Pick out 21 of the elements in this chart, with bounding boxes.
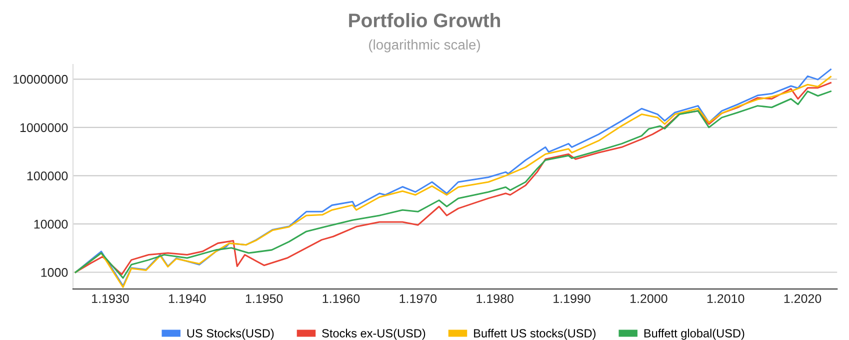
x-tick-label: 1.1940 xyxy=(168,294,206,304)
x-tick-label: 1.1980 xyxy=(476,294,514,304)
legend-label: Buffett global(USD) xyxy=(644,328,744,340)
y-tick-label: 10000 xyxy=(34,220,68,229)
legend-label: Stocks ex-US(USD) xyxy=(322,328,426,340)
y-tick-label: 100000 xyxy=(27,171,68,180)
y-tick-label: 10000000 xyxy=(13,74,68,84)
x-tick-label: 1.1960 xyxy=(322,294,360,304)
x-tick-label: 1.1950 xyxy=(246,294,283,304)
x-tick-label: 1.1990 xyxy=(554,294,590,304)
legend-label: US Stocks(USD) xyxy=(187,328,274,340)
legend-label: Buffett US stocks(USD) xyxy=(474,328,596,340)
y-tick-label: 1000000 xyxy=(20,123,68,132)
x-tick-label: 1.2010 xyxy=(707,294,744,304)
x-tick-label: 1.2020 xyxy=(784,294,822,304)
x-tick-label: 1.1970 xyxy=(400,294,437,304)
chart-subtitle: (logarithmic scale) xyxy=(369,39,480,52)
y-tick-label: 1000 xyxy=(41,268,68,277)
chart-title: Portfolio Growth xyxy=(349,13,500,28)
x-tick-label: 1.2000 xyxy=(630,294,668,304)
x-tick-label: 1.1930 xyxy=(92,294,129,304)
